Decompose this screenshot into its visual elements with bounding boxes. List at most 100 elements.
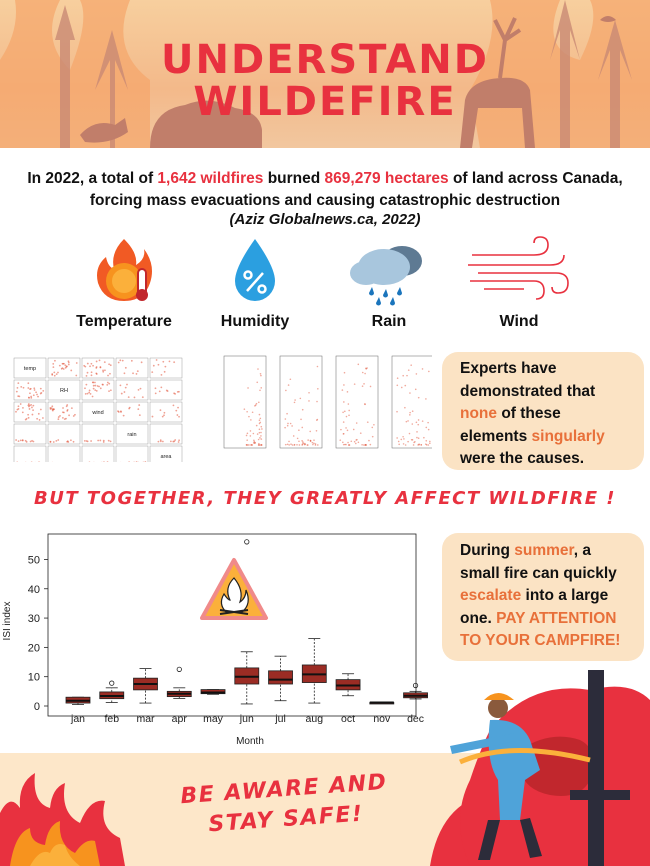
pairs-point <box>159 409 162 412</box>
pairs-point <box>28 396 30 399</box>
pairs-point <box>57 371 59 374</box>
scatter-point <box>247 444 250 446</box>
pairs-point <box>107 439 110 442</box>
scatter-point <box>371 435 374 438</box>
pairs-point <box>58 364 61 367</box>
scatter-panel-frame <box>335 355 379 449</box>
x-tick-label: may <box>203 713 224 725</box>
scatter-point <box>250 419 252 421</box>
area-scatter-panels <box>212 352 435 462</box>
pairs-point <box>86 392 89 395</box>
scatter-point <box>302 442 305 445</box>
pairs-point <box>139 387 142 390</box>
scatter-point <box>353 440 356 443</box>
scatter-point <box>257 438 260 441</box>
pairs-point <box>108 363 110 366</box>
pairs-point <box>138 404 141 406</box>
summer-text-2: , a small fire can quickly <box>460 542 617 582</box>
scatter-point <box>314 443 317 445</box>
x-tick-label: jan <box>70 713 85 725</box>
scatter-point <box>296 443 298 446</box>
pairs-point <box>27 387 30 389</box>
pairs-point <box>97 439 100 442</box>
pairs-point <box>72 415 75 417</box>
pairs-cell <box>81 445 115 467</box>
pairs-cell <box>115 379 149 401</box>
scatter-point <box>343 371 346 374</box>
scatter-point <box>402 443 405 445</box>
scatter-point <box>258 431 261 434</box>
pairs-point <box>27 382 30 385</box>
pairs-point <box>21 439 24 442</box>
scatter-point <box>258 442 260 445</box>
x-tick-label: oct <box>341 713 355 725</box>
area-burned: 869,279 hectares <box>324 170 449 187</box>
scatter-point <box>260 431 262 434</box>
pairs-point <box>123 372 126 375</box>
pairs-point <box>33 389 36 391</box>
scatter-point <box>289 422 292 425</box>
pairs-point <box>126 383 128 386</box>
experts-callout: Experts have demonstrated that none of t… <box>442 352 644 470</box>
pairs-point <box>130 359 133 362</box>
scatter-point <box>429 440 431 443</box>
pairs-point <box>106 383 109 386</box>
pairs-point <box>86 371 89 374</box>
pairs-point <box>168 360 171 363</box>
scatter-point <box>414 388 417 391</box>
pairs-point <box>85 383 88 386</box>
pairs-cell <box>13 423 47 445</box>
scatter-point <box>353 383 356 385</box>
pairs-point <box>16 387 19 389</box>
y-tick-label: 30 <box>28 613 40 625</box>
y-tick-label: 20 <box>28 642 40 654</box>
pairs-point <box>178 439 181 442</box>
scatter-point <box>259 372 262 375</box>
pairs-point <box>99 439 102 442</box>
scatter-point <box>344 410 346 413</box>
pairs-point <box>36 393 38 396</box>
pairs-point <box>165 389 168 392</box>
scatter-point <box>293 444 296 446</box>
scatter-point <box>348 409 350 412</box>
pairs-cell <box>149 401 183 423</box>
scatter-point <box>340 428 342 431</box>
pairs-point <box>83 439 86 442</box>
pairs-point <box>83 364 86 367</box>
pairs-point <box>94 389 97 392</box>
scatter-point <box>404 444 407 446</box>
pairs-point <box>30 461 33 464</box>
pairs-point <box>92 381 95 384</box>
scatter-panel-frame <box>391 355 435 449</box>
pairs-cell <box>47 423 81 445</box>
scatter-point <box>398 443 400 446</box>
scatter-point <box>292 435 295 437</box>
pairs-point <box>70 439 72 442</box>
pairs-cell <box>47 401 81 423</box>
pairs-cell <box>47 379 81 401</box>
plot-frame <box>47 533 417 717</box>
scatter-point <box>285 389 287 392</box>
scatter-point <box>347 441 349 444</box>
pairs-point <box>164 365 167 368</box>
pairs-point <box>53 374 56 377</box>
scatter-point <box>409 411 411 414</box>
pairs-point <box>140 361 143 364</box>
pairs-point <box>57 416 60 418</box>
scatter-point <box>284 443 287 446</box>
scatter-point <box>291 425 293 427</box>
scatter-point <box>250 444 253 446</box>
scatter-point <box>348 414 350 417</box>
pairs-scatter-plot: temp RH wind rain area <box>12 352 184 467</box>
scatter-point <box>303 442 306 445</box>
scatter-point <box>256 381 259 384</box>
pairs-point <box>85 374 88 377</box>
pairs-point <box>75 362 78 364</box>
pairs-point <box>22 386 25 389</box>
pairs-point <box>108 382 111 385</box>
scatter-point <box>342 432 345 435</box>
scatter-point <box>413 441 415 444</box>
scatter-point <box>245 434 248 437</box>
pairs-point <box>92 384 95 387</box>
pairs-point <box>135 461 138 464</box>
